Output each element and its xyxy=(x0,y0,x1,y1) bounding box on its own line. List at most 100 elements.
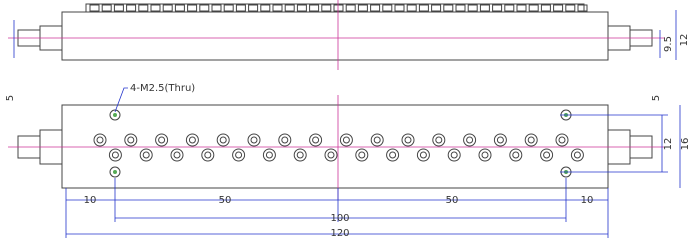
screw xyxy=(479,149,491,161)
screw xyxy=(94,134,106,146)
screw-head xyxy=(505,5,514,11)
screw-head xyxy=(419,5,428,11)
screw-head xyxy=(541,5,550,11)
screw-inner xyxy=(343,137,349,143)
screw-head xyxy=(383,5,392,11)
screw xyxy=(217,134,229,146)
screw-head xyxy=(261,5,270,11)
dim-label: 50 xyxy=(219,195,232,206)
screw-head xyxy=(163,5,172,11)
screw-inner xyxy=(420,152,426,158)
screw xyxy=(525,134,537,146)
screw xyxy=(433,134,445,146)
screw-head xyxy=(236,5,245,11)
leader xyxy=(115,88,128,112)
screw xyxy=(356,149,368,161)
screw-inner xyxy=(513,152,519,158)
screw xyxy=(263,149,275,161)
screw-head xyxy=(432,5,441,11)
screw-inner xyxy=(112,152,118,158)
screw-inner xyxy=(497,137,503,143)
screw xyxy=(494,134,506,146)
screw-head xyxy=(346,5,355,11)
screw-inner xyxy=(205,152,211,158)
screw-head xyxy=(102,5,111,11)
screw xyxy=(510,149,522,161)
screw xyxy=(140,149,152,161)
top-screws xyxy=(90,5,587,11)
screw-inner xyxy=(220,137,226,143)
screw-inner xyxy=(574,152,580,158)
bottom-body xyxy=(62,105,608,188)
screw-inner xyxy=(405,137,411,143)
screw-inner xyxy=(390,152,396,158)
screw xyxy=(325,149,337,161)
screw-head xyxy=(127,5,136,11)
screw-inner xyxy=(544,152,550,158)
screw-inner xyxy=(282,137,288,143)
screw xyxy=(556,134,568,146)
screw-inner xyxy=(313,137,319,143)
dim-label: 120 xyxy=(330,228,349,239)
screw xyxy=(340,134,352,146)
screw-head xyxy=(444,5,453,11)
screw-head xyxy=(578,5,587,11)
screw xyxy=(541,149,553,161)
screw-inner xyxy=(559,137,565,143)
screw-head xyxy=(273,5,282,11)
screw-head xyxy=(139,5,148,11)
screw-inner xyxy=(174,152,180,158)
screw-head xyxy=(566,5,575,11)
dim-label: 9.5 xyxy=(663,36,674,52)
screw xyxy=(233,149,245,161)
dim-label: 12 xyxy=(663,138,674,151)
screw-head xyxy=(480,5,489,11)
screw-head xyxy=(456,5,465,11)
screw-head xyxy=(371,5,380,11)
screw-inner xyxy=(143,152,149,158)
screw-head xyxy=(212,5,221,11)
screw xyxy=(571,149,583,161)
dim-label: 50 xyxy=(446,195,459,206)
screw-inner xyxy=(467,137,473,143)
screw-inner xyxy=(297,152,303,158)
screw xyxy=(417,149,429,161)
screw-head xyxy=(493,5,502,11)
screw-head xyxy=(407,5,416,11)
tuning-screws xyxy=(94,134,583,161)
screw-head xyxy=(297,5,306,11)
mounting-holes xyxy=(110,110,571,177)
screw-head xyxy=(224,5,233,11)
screw xyxy=(294,149,306,161)
screw-inner xyxy=(482,152,488,158)
screw-inner xyxy=(189,137,195,143)
screw-head xyxy=(310,5,319,11)
hole-inner xyxy=(113,113,117,117)
dim-label: 5 xyxy=(5,95,16,101)
screw-inner xyxy=(236,152,242,158)
screw xyxy=(402,134,414,146)
screw xyxy=(109,149,121,161)
screw-inner xyxy=(328,152,334,158)
screw-head xyxy=(517,5,526,11)
screw-head xyxy=(529,5,538,11)
screw xyxy=(464,134,476,146)
screw-head xyxy=(151,5,160,11)
screw-inner xyxy=(159,137,165,143)
screw-head xyxy=(188,5,197,11)
screw-head xyxy=(114,5,123,11)
screw xyxy=(310,134,322,146)
callout: 4-M2.5(Thru) xyxy=(130,83,195,94)
screw xyxy=(156,134,168,146)
screw-head xyxy=(554,5,563,11)
screw xyxy=(387,149,399,161)
screw-inner xyxy=(97,137,103,143)
screw xyxy=(279,134,291,146)
screw xyxy=(125,134,137,146)
screw xyxy=(186,134,198,146)
screw xyxy=(202,149,214,161)
screw-inner xyxy=(451,152,457,158)
screw-inner xyxy=(128,137,134,143)
screw-head xyxy=(358,5,367,11)
screw-head xyxy=(395,5,404,11)
